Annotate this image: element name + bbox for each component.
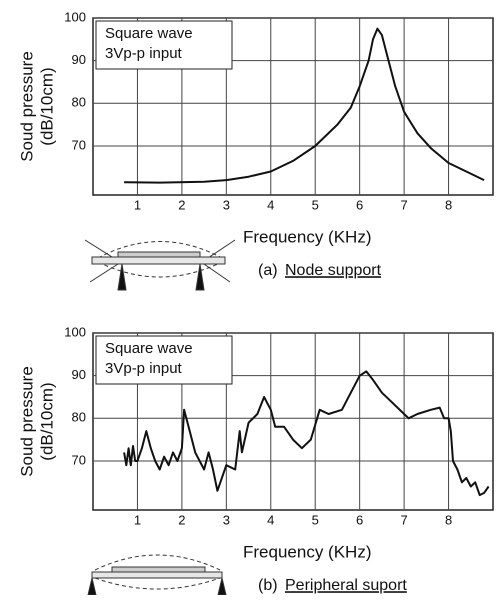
annotation-box bbox=[95, 20, 233, 70]
y-tick-label: 100 bbox=[64, 324, 86, 339]
data-line bbox=[124, 27, 485, 184]
x-axis-label: Frequency (KHz) bbox=[243, 542, 371, 561]
x-tick-label: 6 bbox=[356, 512, 363, 527]
y-axis-label: Soud pressure bbox=[17, 366, 36, 477]
x-tick-label: 2 bbox=[178, 512, 185, 527]
x-tick-label: 8 bbox=[445, 197, 452, 212]
y-tick-label: 70 bbox=[72, 452, 86, 467]
caption-label: (b) bbox=[258, 577, 278, 594]
y-axis-label: (dB/10cm) bbox=[37, 382, 56, 460]
y-axis-label: (dB/10cm) bbox=[37, 67, 56, 145]
x-tick-label: 7 bbox=[400, 197, 407, 212]
caption: Peripheral suport bbox=[285, 577, 407, 594]
annotation: Square wave bbox=[105, 25, 193, 42]
data-line bbox=[123, 370, 490, 497]
annotation-box bbox=[95, 335, 233, 385]
y-tick-label: 90 bbox=[72, 52, 86, 67]
peripheral-support-diagram bbox=[87, 554, 227, 596]
y-tick-label: 80 bbox=[72, 410, 86, 425]
y-tick-label: 70 bbox=[72, 137, 86, 152]
y-tick-label: 80 bbox=[72, 95, 86, 110]
x-tick-label: 5 bbox=[312, 512, 319, 527]
annotation: 3Vp-p input bbox=[105, 45, 183, 62]
x-tick-label: 5 bbox=[312, 197, 319, 212]
x-tick-label: 3 bbox=[223, 197, 230, 212]
y-tick-label: 90 bbox=[72, 367, 86, 382]
x-tick-label: 1 bbox=[134, 197, 141, 212]
x-axis-label: Frequency (KHz) bbox=[243, 227, 371, 246]
y-axis-label: Soud pressure bbox=[17, 51, 36, 162]
x-tick-label: 3 bbox=[223, 512, 230, 527]
node-support-diagram bbox=[84, 239, 236, 291]
x-tick-label: 6 bbox=[356, 197, 363, 212]
caption: Node support bbox=[285, 262, 382, 279]
caption-label: (a) bbox=[258, 262, 278, 279]
x-tick-label: 4 bbox=[267, 512, 274, 527]
x-tick-label: 8 bbox=[445, 512, 452, 527]
x-tick-label: 2 bbox=[178, 197, 185, 212]
annotation: Square wave bbox=[105, 340, 193, 357]
x-tick-label: 1 bbox=[134, 512, 141, 527]
x-tick-label: 7 bbox=[400, 512, 407, 527]
y-tick-label: 100 bbox=[64, 9, 86, 24]
x-tick-label: 4 bbox=[267, 197, 274, 212]
annotation: 3Vp-p input bbox=[105, 360, 183, 377]
